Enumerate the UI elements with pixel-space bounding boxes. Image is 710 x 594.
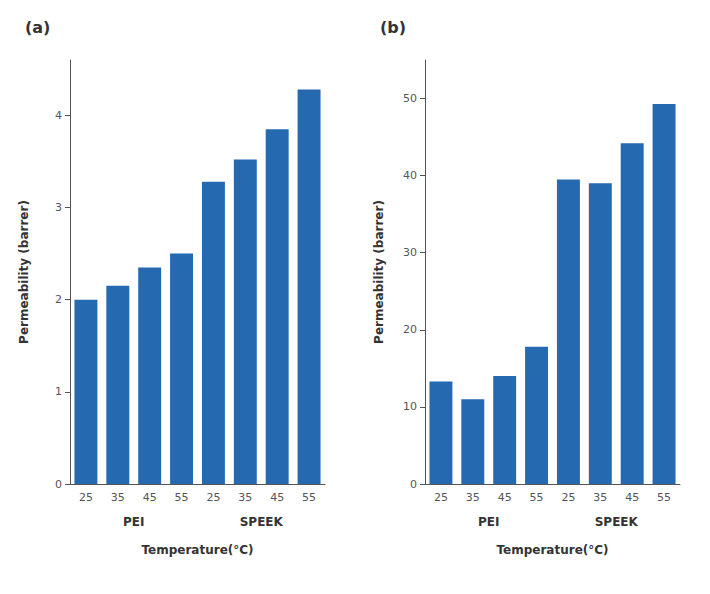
svg-text:Temperature(°C): Temperature(°C) (141, 543, 253, 557)
svg-text:1: 1 (55, 385, 62, 398)
svg-text:30: 30 (403, 246, 417, 259)
svg-text:Permeability (barrer): Permeability (barrer) (17, 200, 31, 344)
svg-text:2: 2 (55, 293, 62, 306)
svg-text:SPEEK: SPEEK (240, 515, 284, 529)
svg-text:PEI: PEI (478, 515, 499, 529)
svg-text:35: 35 (593, 491, 607, 504)
svg-text:10: 10 (403, 400, 417, 413)
svg-text:45: 45 (270, 491, 284, 504)
svg-text:20: 20 (403, 323, 417, 336)
svg-text:(b): (b) (380, 18, 406, 37)
svg-text:55: 55 (530, 491, 544, 504)
svg-text:35: 35 (111, 491, 125, 504)
svg-text:Permeability (barrer): Permeability (barrer) (372, 200, 386, 344)
svg-text:0: 0 (55, 478, 62, 491)
svg-text:25: 25 (561, 491, 575, 504)
svg-text:PEI: PEI (123, 515, 144, 529)
svg-text:35: 35 (466, 491, 480, 504)
svg-text:SPEEK: SPEEK (595, 515, 639, 529)
svg-text:55: 55 (302, 491, 316, 504)
svg-text:45: 45 (625, 491, 639, 504)
svg-text:55: 55 (657, 491, 671, 504)
svg-text:3: 3 (55, 201, 62, 214)
svg-text:45: 45 (143, 491, 157, 504)
svg-text:(a): (a) (25, 18, 50, 37)
svg-text:0: 0 (410, 478, 417, 491)
svg-text:50: 50 (403, 92, 417, 105)
svg-text:35: 35 (238, 491, 252, 504)
svg-text:25: 25 (434, 491, 448, 504)
svg-text:Temperature(°C): Temperature(°C) (496, 543, 608, 557)
svg-text:25: 25 (206, 491, 220, 504)
svg-text:40: 40 (403, 169, 417, 182)
svg-text:55: 55 (175, 491, 189, 504)
svg-text:25: 25 (79, 491, 93, 504)
svg-text:45: 45 (498, 491, 512, 504)
svg-text:4: 4 (55, 109, 62, 122)
